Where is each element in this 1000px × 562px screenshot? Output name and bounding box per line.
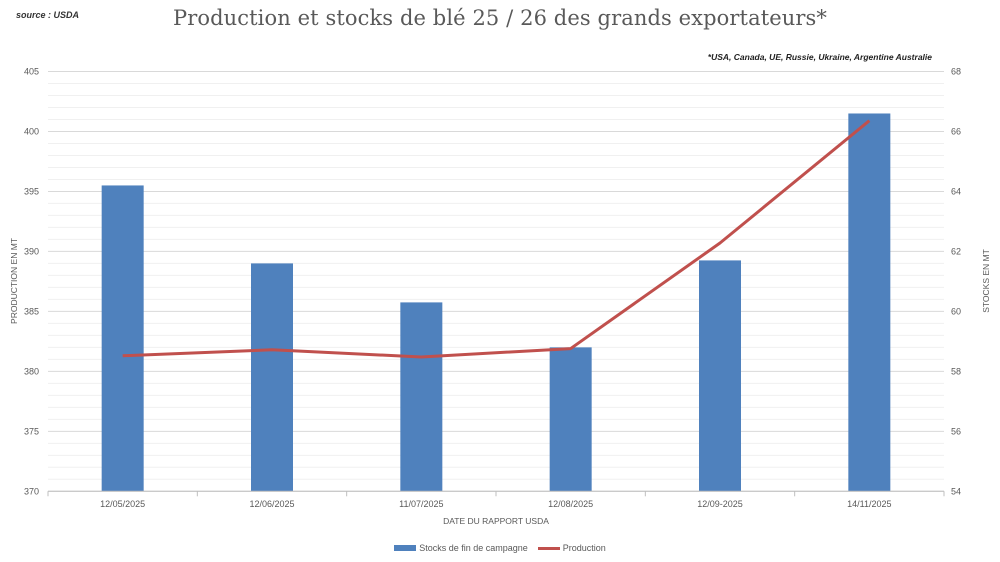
svg-text:395: 395: [24, 186, 39, 196]
svg-text:12/05/2025: 12/05/2025: [100, 499, 145, 509]
svg-text:54: 54: [951, 486, 961, 496]
svg-text:11/07/2025: 11/07/2025: [399, 499, 443, 509]
legend-item-stocks[interactable]: Stocks de fin de campagne: [394, 543, 528, 553]
x-axis: [47, 490, 945, 497]
svg-text:58: 58: [951, 366, 961, 376]
svg-text:375: 375: [24, 426, 39, 436]
legend: Stocks de fin de campagne Production: [0, 543, 1000, 553]
svg-text:12/08/2025: 12/08/2025: [548, 499, 593, 509]
left-axis-ticks: 370 375 380 385 390 395 400 405: [24, 67, 39, 497]
svg-text:370: 370: [24, 486, 39, 496]
x-axis-title: DATE DU RAPPORT USDA: [443, 516, 549, 526]
legend-item-production[interactable]: Production: [537, 543, 606, 553]
right-axis-ticks: 54 56 58 60 62 64 66 68: [951, 67, 961, 497]
svg-text:380: 380: [24, 366, 39, 376]
svg-text:405: 405: [24, 67, 39, 77]
chart-title: Production et stocks de blé 25 / 26 des …: [172, 6, 828, 30]
svg-text:62: 62: [951, 246, 961, 256]
line-swatch-icon: [537, 546, 560, 550]
svg-text:68: 68: [951, 67, 961, 77]
bar-swatch-icon: [394, 545, 417, 551]
svg-text:66: 66: [951, 126, 961, 136]
svg-text:400: 400: [24, 126, 39, 136]
source-note: source : USDA: [16, 10, 80, 20]
legend-label-production: Production: [562, 543, 606, 553]
svg-text:56: 56: [951, 426, 961, 436]
y-axis-title: PRODUCTION EN MT: [9, 238, 19, 324]
svg-text:14/11/2025: 14/11/2025: [847, 499, 891, 509]
stocks-bars: [101, 113, 891, 492]
stocks-bar: [400, 302, 443, 492]
svg-text:385: 385: [24, 306, 39, 316]
stocks-bar: [549, 347, 592, 492]
x-axis-ticks: 12/05/2025 12/06/2025 11/07/2025 12/08/2025…: [100, 499, 891, 509]
stocks-bar: [101, 185, 144, 492]
svg-text:60: 60: [951, 306, 961, 316]
footnote: *USA, Canada, UE, Russie, Ukraine, Argen…: [707, 52, 932, 62]
production-line: [122, 119, 871, 359]
svg-text:390: 390: [24, 246, 39, 256]
y2-axis-title: STOCKS EN MT: [981, 249, 991, 313]
stocks-bar: [699, 260, 741, 492]
svg-text:64: 64: [951, 186, 961, 196]
stocks-bar: [848, 113, 891, 492]
svg-text:12/09-2025: 12/09-2025: [697, 499, 743, 509]
legend-label-stocks: Stocks de fin de campagne: [419, 543, 528, 553]
svg-text:12/06/2025: 12/06/2025: [249, 499, 294, 509]
gridlines: [48, 71, 944, 492]
stocks-bar: [251, 263, 293, 492]
